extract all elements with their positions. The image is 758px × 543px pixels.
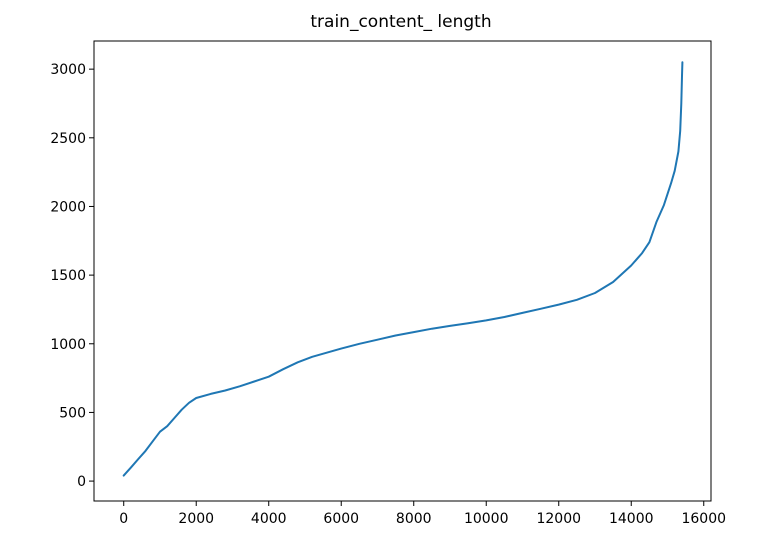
series-line-0 [122, 61, 684, 477]
y-tick-label: 3000 [50, 62, 86, 78]
y-tick-label: 2500 [50, 131, 86, 147]
x-axis: 0 2000 4000 6000 8000 10000 12000 14000 16000 [119, 501, 726, 527]
y-tick-label: 2000 [50, 199, 86, 215]
x-tick-label: 4000 [251, 511, 287, 527]
x-tick-label: 6000 [323, 511, 359, 527]
y-axis: 0 500 1000 1500 2000 2500 3000 [50, 62, 94, 490]
y-tick-label: 0 [77, 474, 86, 490]
y-tick-label: 1000 [50, 337, 86, 353]
chart-title: train_content_ length [310, 12, 491, 32]
y-tick-label: 500 [59, 405, 86, 421]
y-tick-label: 1500 [50, 268, 86, 284]
x-tick-label: 10000 [464, 511, 509, 527]
x-tick-label: 2000 [178, 511, 214, 527]
x-tick-label: 12000 [536, 511, 581, 527]
plot-frame [93, 40, 712, 502]
x-tick-label: 16000 [681, 511, 726, 527]
plot-lines [122, 61, 684, 477]
x-tick-label: 14000 [609, 511, 654, 527]
x-tick-label: 8000 [396, 511, 432, 527]
x-tick-label: 0 [119, 511, 128, 527]
